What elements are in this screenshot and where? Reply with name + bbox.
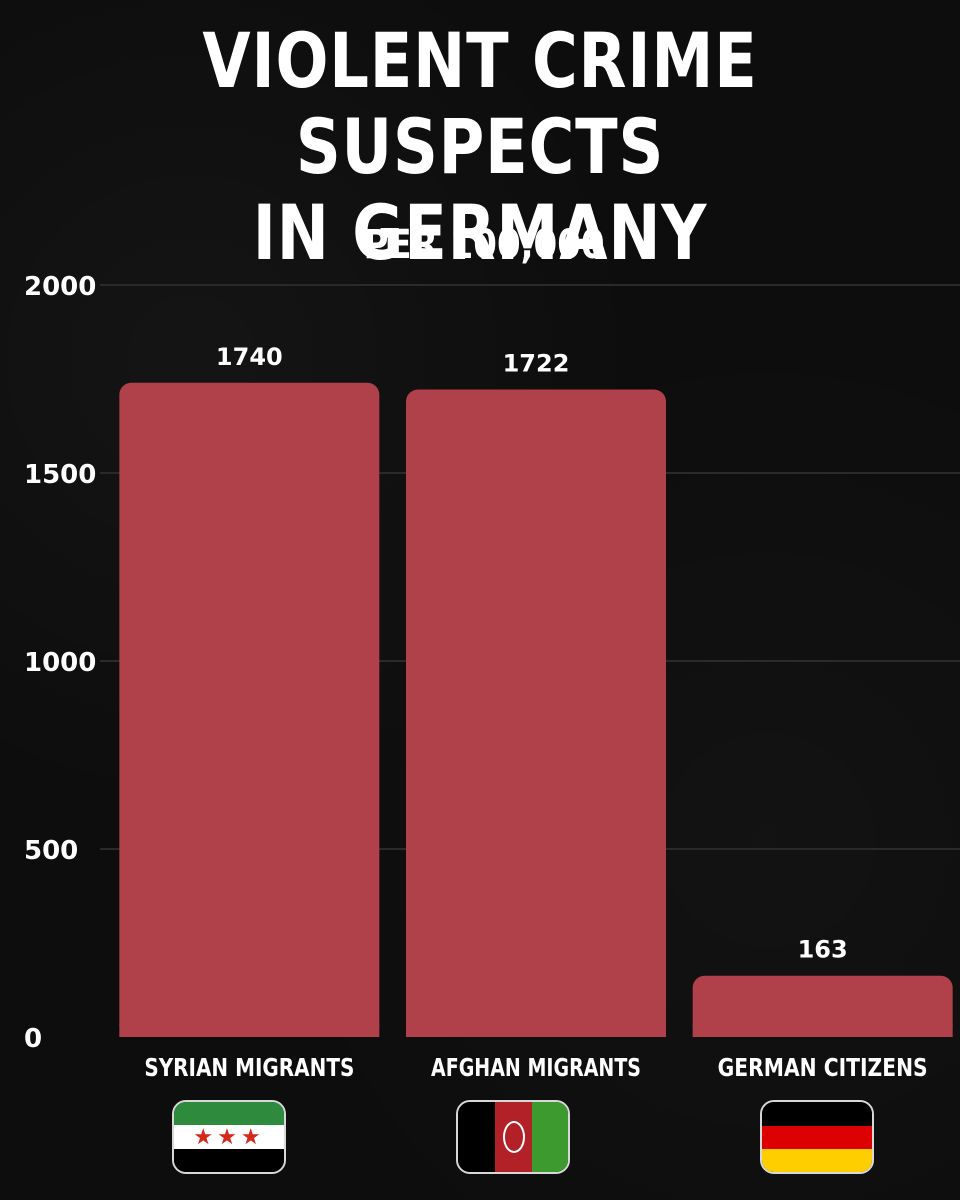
- syria-flag-icon: ★★★: [172, 1100, 286, 1174]
- germany-flag-icon: [760, 1100, 874, 1174]
- bar: [692, 975, 953, 1037]
- bar-base: [692, 1023, 953, 1037]
- category-label: GERMAN CITIZENS: [718, 1053, 928, 1082]
- data-label: 1740: [216, 343, 283, 371]
- bar-base: [119, 1023, 380, 1037]
- y-tick-label: 1500: [24, 460, 96, 490]
- category-label: SYRIAN MIGRANTS: [144, 1053, 354, 1082]
- category-label: AFGHAN MIGRANTS: [431, 1053, 641, 1082]
- data-label: 163: [798, 936, 848, 964]
- y-tick-label: 1000: [24, 648, 96, 678]
- y-tick-label: 0: [24, 1024, 42, 1054]
- title-line-1: VIOLENT CRIME SUSPECTS: [202, 16, 758, 191]
- bar-base: [406, 1023, 666, 1037]
- y-tick-label: 2000: [24, 272, 96, 302]
- bar: [119, 382, 380, 1037]
- afghanistan-flag-icon: [456, 1100, 570, 1174]
- afghanistan-emblem-icon: [503, 1121, 525, 1153]
- chart-subtitle: PER 100,000: [363, 222, 605, 268]
- bar: [406, 389, 666, 1037]
- title-line-2: IN GERMANY: [252, 188, 708, 277]
- data-label: 1722: [503, 350, 570, 378]
- y-tick-label: 500: [24, 836, 78, 866]
- syria-flag-stars: ★★★: [193, 1125, 265, 1150]
- chart-title: VIOLENT CRIME SUSPECTS IN GERMANY: [86, 18, 873, 276]
